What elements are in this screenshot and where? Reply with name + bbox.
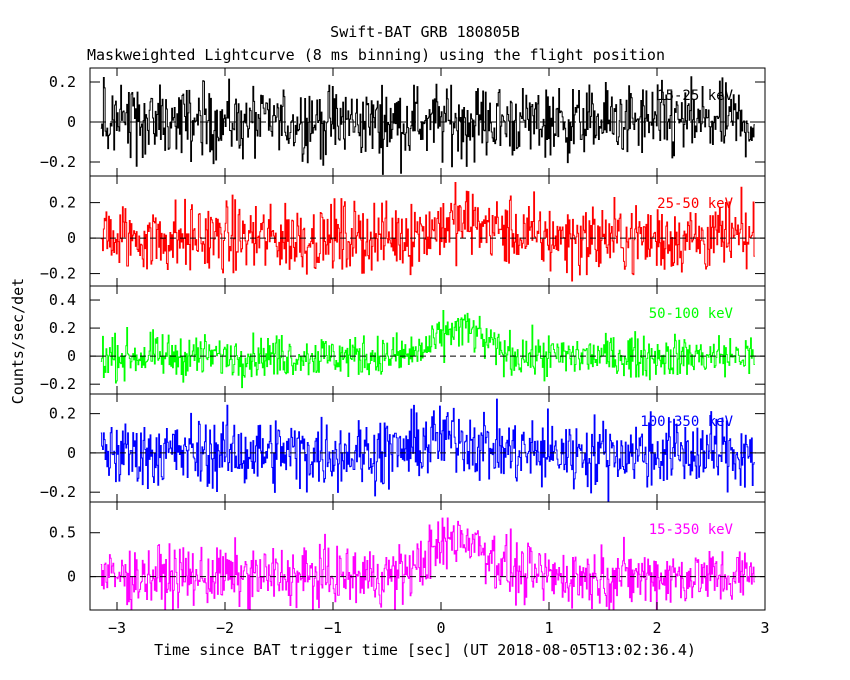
y-tick-label: −0.2 — [40, 265, 76, 283]
y-tick-label: 0.2 — [49, 73, 76, 91]
y-tick-label: 0 — [67, 113, 76, 131]
y-tick-label: −0.2 — [40, 483, 76, 501]
panel-1: −0.2 0 0.2 15-25 keV — [40, 67, 766, 177]
band-label: 50-100 keV — [649, 306, 734, 322]
panel-frame — [89, 501, 766, 611]
band-label: 100-350 keV — [640, 414, 733, 430]
band-label: 25-50 keV — [657, 196, 733, 212]
y-tick-label: 0.4 — [49, 291, 76, 309]
y-tick-label: 0.5 — [49, 524, 76, 542]
band-label: 15-350 keV — [649, 522, 734, 538]
x-axis-label: Time since BAT trigger time [sec] (UT 20… — [154, 641, 696, 659]
y-tick-label: 0.2 — [49, 194, 76, 212]
x-axis: −3 −2 −1 0 1 2 3 — [108, 619, 770, 637]
panel-frame — [89, 285, 766, 395]
y-axis-label: Counts/sec/det — [9, 278, 27, 404]
panel-2: −0.2 0 0.2 25-50 keV — [40, 175, 766, 287]
panel-3: −0.2 0 0.2 0.4 50-100 keV — [40, 285, 766, 395]
x-tick-label: −2 — [216, 619, 234, 637]
x-tick-label: 3 — [760, 619, 769, 637]
panel-4: −0.2 0 0.2 100-350 keV — [40, 393, 766, 503]
chart-title: Swift-BAT GRB 180805B — [330, 23, 520, 41]
lightcurve-series — [100, 398, 755, 502]
panels: −0.200.215-25 keV−0.200.2 25-50 keV−0.200… — [40, 67, 766, 611]
x-tick-label: −1 — [324, 619, 342, 637]
lightcurve-series — [100, 310, 755, 389]
x-tick-label: −3 — [108, 619, 126, 637]
y-tick-label: 0 — [67, 444, 76, 462]
panel-5: 0 0.5 15-350 keV — [49, 501, 766, 611]
y-tick-label: 0.2 — [49, 319, 76, 337]
y-tick-label: −0.2 — [40, 375, 76, 393]
band-label: 15-25 keV — [657, 88, 733, 104]
x-tick-label: 2 — [652, 619, 661, 637]
y-tick-label: 0.2 — [49, 405, 76, 423]
y-tick-label: 0 — [67, 347, 76, 365]
x-tick-label: 1 — [544, 619, 553, 637]
y-tick-label: −0.2 — [40, 153, 76, 171]
lightcurve-series — [100, 76, 755, 175]
chart-subtitle: Maskweighted Lightcurve (8 ms binning) u… — [87, 46, 665, 64]
lightcurve-series — [100, 182, 755, 282]
lightcurve-series — [100, 517, 755, 611]
y-tick-label: 0 — [67, 229, 76, 247]
y-tick-label: 0 — [67, 568, 76, 586]
x-tick-label: 0 — [436, 619, 445, 637]
